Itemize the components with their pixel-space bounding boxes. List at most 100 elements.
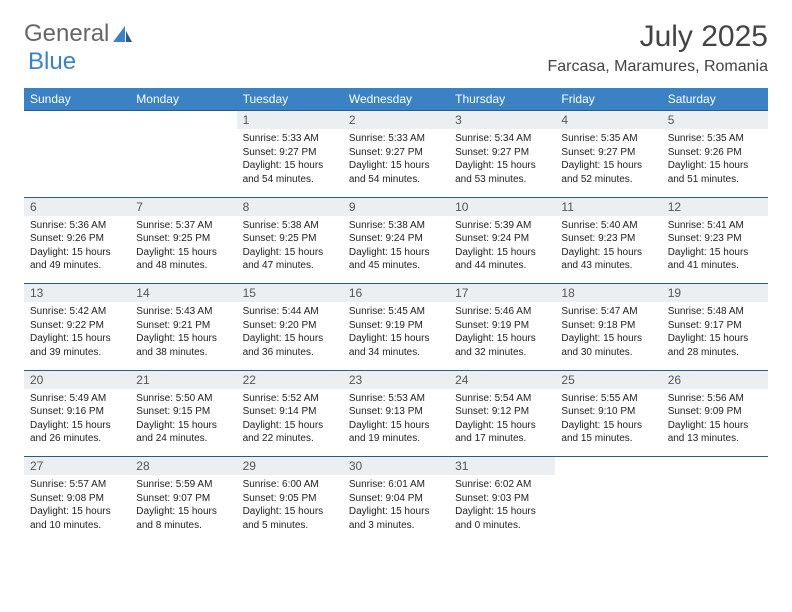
day-number: 20: [24, 370, 130, 389]
daylight-line: Daylight: 15 hours and 48 minutes.: [136, 246, 230, 273]
sunset-line: Sunset: 9:26 PM: [668, 146, 762, 160]
weekday-header: Wednesday: [343, 88, 449, 111]
header: General July 2025 Farcasa, Maramures, Ro…: [24, 20, 768, 76]
sunrise-line: Sunrise: 5:45 AM: [349, 305, 443, 319]
logo-sail-icon: [111, 24, 133, 44]
sunset-line: Sunset: 9:08 PM: [30, 492, 124, 506]
logo: General: [24, 20, 135, 48]
day-info: Sunrise: 5:35 AMSunset: 9:27 PMDaylight:…: [555, 129, 661, 197]
day-number: 19: [662, 284, 768, 303]
day-info-row: Sunrise: 5:36 AMSunset: 9:26 PMDaylight:…: [24, 216, 768, 284]
sunrise-line: Sunrise: 5:59 AM: [136, 478, 230, 492]
sunrise-line: Sunrise: 5:33 AM: [243, 132, 337, 146]
day-number-row: 6789101112: [24, 197, 768, 216]
day-number: 21: [130, 370, 236, 389]
day-info: Sunrise: 5:40 AMSunset: 9:23 PMDaylight:…: [555, 216, 661, 284]
day-number: 26: [662, 370, 768, 389]
sunrise-line: Sunrise: 5:42 AM: [30, 305, 124, 319]
sunrise-line: Sunrise: 5:35 AM: [668, 132, 762, 146]
empty-cell: [130, 111, 236, 130]
sunset-line: Sunset: 9:13 PM: [349, 405, 443, 419]
day-number: 4: [555, 111, 661, 130]
daylight-line: Daylight: 15 hours and 3 minutes.: [349, 505, 443, 532]
sunset-line: Sunset: 9:27 PM: [349, 146, 443, 160]
title-block: July 2025 Farcasa, Maramures, Romania: [547, 20, 768, 76]
day-info: Sunrise: 5:33 AMSunset: 9:27 PMDaylight:…: [343, 129, 449, 197]
day-number: 15: [237, 284, 343, 303]
day-number: 29: [237, 457, 343, 476]
daylight-line: Daylight: 15 hours and 30 minutes.: [561, 332, 655, 359]
sunrise-line: Sunrise: 5:34 AM: [455, 132, 549, 146]
empty-cell: [662, 457, 768, 476]
day-info-row: Sunrise: 5:57 AMSunset: 9:08 PM Daylight:…: [24, 475, 768, 543]
daylight-line: Daylight: 15 hours and 52 minutes.: [561, 159, 655, 186]
day-number-row: 2728293031: [24, 457, 768, 476]
daylight-line: Daylight: 15 hours and 32 minutes.: [455, 332, 549, 359]
daylight-line: Daylight: 15 hours and 17 minutes.: [455, 419, 549, 446]
month-title: July 2025: [547, 20, 768, 54]
sunset-line: Sunset: 9:03 PM: [455, 492, 549, 506]
day-info: Sunrise: 5:39 AMSunset: 9:24 PMDaylight:…: [449, 216, 555, 284]
day-info: Sunrise: 5:34 AMSunset: 9:27 PMDaylight:…: [449, 129, 555, 197]
sunrise-line: Sunrise: 5:39 AM: [455, 219, 549, 233]
day-info: Sunrise: 5:59 AMSunset: 9:07 PMDaylight:…: [130, 475, 236, 543]
sunrise-line: Sunrise: 5:41 AM: [668, 219, 762, 233]
daylight-line: Daylight: 15 hours and 5 minutes.: [243, 505, 337, 532]
sunset-line: Sunset: 9:09 PM: [668, 405, 762, 419]
day-number: 3: [449, 111, 555, 130]
sunset-line: Sunset: 9:18 PM: [561, 319, 655, 333]
day-number: 1: [237, 111, 343, 130]
day-info: Sunrise: 5:45 AMSunset: 9:19 PMDaylight:…: [343, 302, 449, 370]
empty-cell: [662, 475, 768, 543]
day-info-row: Sunrise: 5:49 AMSunset: 9:16 PMDaylight:…: [24, 389, 768, 457]
sunrise-line: Sunrise: 6:01 AM: [349, 478, 443, 492]
daylight-line: Daylight: 15 hours and 43 minutes.: [561, 246, 655, 273]
weekday-header: Thursday: [449, 88, 555, 111]
daylight-line: Daylight: 15 hours and 49 minutes.: [30, 246, 124, 273]
sunrise-line: Sunrise: 5:49 AM: [30, 392, 124, 406]
daylight-line: Daylight: 15 hours and 45 minutes.: [349, 246, 443, 273]
sunset-line: Sunset: 9:05 PM: [243, 492, 337, 506]
daylight-line: Daylight: 15 hours and 38 minutes.: [136, 332, 230, 359]
daylight-line: Daylight: 15 hours and 26 minutes.: [30, 419, 124, 446]
sunset-line: Sunset: 9:25 PM: [136, 232, 230, 246]
day-info: Sunrise: 5:48 AMSunset: 9:17 PMDaylight:…: [662, 302, 768, 370]
day-info: Sunrise: 6:02 AMSunset: 9:03 PMDaylight:…: [449, 475, 555, 543]
day-info: Sunrise: 5:38 AMSunset: 9:25 PMDaylight:…: [237, 216, 343, 284]
sunset-line: Sunset: 9:10 PM: [561, 405, 655, 419]
day-number-row: 12345: [24, 111, 768, 130]
day-info: Sunrise: 5:46 AMSunset: 9:19 PMDaylight:…: [449, 302, 555, 370]
sunrise-line: Sunrise: 5:38 AM: [349, 219, 443, 233]
day-info: Sunrise: 6:01 AMSunset: 9:04 PMDaylight:…: [343, 475, 449, 543]
weekday-header: Sunday: [24, 88, 130, 111]
sunset-line: Sunset: 9:04 PM: [349, 492, 443, 506]
day-number: 31: [449, 457, 555, 476]
sunset-line: Sunset: 9:24 PM: [349, 232, 443, 246]
calendar-table: SundayMondayTuesdayWednesdayThursdayFrid…: [24, 88, 768, 543]
sunset-line: Sunset: 9:15 PM: [136, 405, 230, 419]
sunrise-line: Sunrise: 6:02 AM: [455, 478, 549, 492]
daylight-line: Daylight: 15 hours and 13 minutes.: [668, 419, 762, 446]
sunrise-line: Sunrise: 5:36 AM: [30, 219, 124, 233]
day-number: 30: [343, 457, 449, 476]
sunrise-line: Sunrise: 5:44 AM: [243, 305, 337, 319]
day-info: Sunrise: 5:35 AMSunset: 9:26 PMDaylight:…: [662, 129, 768, 197]
daylight-line: Daylight: 15 hours and 15 minutes.: [561, 419, 655, 446]
sunrise-line: Sunrise: 5:33 AM: [349, 132, 443, 146]
sunset-line: Sunset: 9:22 PM: [30, 319, 124, 333]
empty-cell: [555, 475, 661, 543]
day-number: 12: [662, 197, 768, 216]
weekday-header: Friday: [555, 88, 661, 111]
day-info: Sunrise: 5:55 AMSunset: 9:10 PMDaylight:…: [555, 389, 661, 457]
day-number: 10: [449, 197, 555, 216]
sunrise-line: Sunrise: 5:57 AM: [30, 478, 124, 492]
sunset-line: Sunset: 9:27 PM: [243, 146, 337, 160]
day-number: 7: [130, 197, 236, 216]
sunrise-line: Sunrise: 5:48 AM: [668, 305, 762, 319]
sunset-line: Sunset: 9:16 PM: [30, 405, 124, 419]
day-number: 27: [24, 457, 130, 476]
sunrise-line: Sunrise: 5:37 AM: [136, 219, 230, 233]
sunset-line: Sunset: 9:27 PM: [455, 146, 549, 160]
logo-text-blue: Blue: [28, 48, 76, 75]
daylight-line: Daylight: 15 hours and 47 minutes.: [243, 246, 337, 273]
